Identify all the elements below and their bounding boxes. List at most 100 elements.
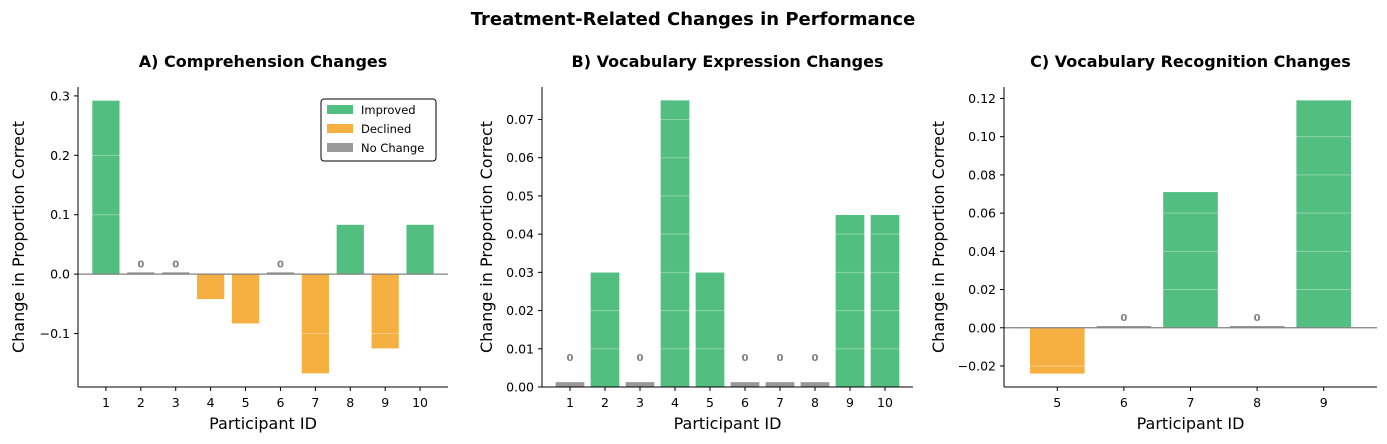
- bar-participant-2: [127, 272, 155, 275]
- bar-participant-3: [162, 272, 190, 275]
- x-tick-label: 10: [877, 395, 893, 410]
- x-axis-label: Participant ID: [674, 414, 782, 433]
- bar-participant-7: [301, 274, 329, 374]
- bar-participant-3: [625, 382, 655, 387]
- x-tick-label: 8: [1253, 395, 1261, 410]
- bar-participant-10: [870, 215, 900, 387]
- bar-participant-6: [730, 382, 760, 387]
- y-tick-label: 0.04: [968, 244, 996, 259]
- chart-panel-2: B) Vocabulary Expression Changes 0 1 2 0 3 4 5 0…: [477, 52, 913, 433]
- bar-participant-5: [695, 272, 725, 387]
- zero-change-label: 0: [812, 353, 819, 364]
- x-tick-label: 5: [1053, 395, 1061, 410]
- legend-label-no_change: No Change: [361, 141, 424, 155]
- x-tick-label: 6: [276, 395, 284, 410]
- bar-participant-2: [590, 272, 620, 387]
- x-tick-label: 6: [741, 395, 749, 410]
- y-tick-label: 0.2: [50, 148, 70, 163]
- bar-participant-4: [660, 100, 690, 387]
- x-tick-label: 10: [412, 395, 428, 410]
- y-tick-label: 0.01: [506, 341, 534, 356]
- zero-change-label: 0: [742, 353, 749, 364]
- x-tick-label: 9: [381, 395, 389, 410]
- legend-swatch-no_change: [327, 143, 353, 152]
- y-tick-label: 0.0: [50, 267, 70, 282]
- y-tick-label: 0.02: [506, 303, 534, 318]
- x-tick-label: 5: [706, 395, 714, 410]
- bar-participant-9: [835, 215, 865, 387]
- zero-change-label: 0: [1254, 313, 1261, 324]
- y-tick-label: 0.12: [968, 91, 996, 106]
- y-tick-label: 0.1: [50, 207, 70, 222]
- bar-participant-5: [231, 274, 260, 324]
- x-tick-label: 9: [1320, 395, 1328, 410]
- bar-participant-10: [406, 224, 434, 275]
- panel-title: C) Vocabulary Recognition Changes: [1030, 52, 1351, 71]
- bar-participant-7: [765, 382, 795, 387]
- zero-change-label: 0: [1120, 313, 1127, 324]
- bar-participant-7: [1163, 192, 1218, 328]
- y-tick-label: 0.00: [506, 380, 534, 395]
- x-tick-label: 7: [311, 395, 319, 410]
- x-tick-label: 6: [1120, 395, 1128, 410]
- x-tick-label: 8: [346, 395, 354, 410]
- bar-participant-8: [1229, 325, 1285, 328]
- x-tick-label: 2: [601, 395, 609, 410]
- legend-label-declined: Declined: [361, 122, 411, 136]
- panel-title: A) Comprehension Changes: [139, 52, 388, 71]
- y-tick-label: 0.03: [506, 265, 534, 280]
- bar-participant-5: [1029, 327, 1085, 374]
- x-axis-label: Participant ID: [209, 414, 317, 433]
- y-tick-label: 0.10: [968, 129, 996, 144]
- x-tick-label: 1: [566, 395, 574, 410]
- panel-title: B) Vocabulary Expression Changes: [572, 52, 884, 71]
- zero-change-label: 0: [277, 259, 284, 270]
- y-tick-label: 0.06: [506, 150, 534, 165]
- bar-participant-8: [800, 382, 830, 387]
- x-tick-label: 8: [811, 395, 819, 410]
- chart-panel-3: C) Vocabulary Recognition Changes 5 0 6 7 0 8 9…: [929, 52, 1377, 433]
- y-axis-label: Change in Proportion Correct: [9, 121, 28, 353]
- x-tick-label: 4: [671, 395, 679, 410]
- x-tick-label: 1: [102, 395, 110, 410]
- y-tick-label: −0.02: [958, 358, 996, 373]
- bar-participant-1: [92, 100, 120, 275]
- zero-change-label: 0: [137, 259, 144, 270]
- legend: Improved Declined No Change: [320, 98, 437, 162]
- bar-participant-4: [197, 274, 225, 300]
- legend-swatch-improved: [327, 105, 353, 114]
- bar-participant-6: [1096, 325, 1152, 328]
- y-tick-label: 0.02: [968, 282, 996, 297]
- x-tick-label: 7: [776, 395, 784, 410]
- y-tick-label: 0.08: [968, 167, 996, 182]
- x-tick-label: 2: [137, 395, 145, 410]
- y-tick-label: −0.1: [40, 326, 70, 341]
- y-tick-label: 0.05: [506, 188, 534, 203]
- x-tick-label: 3: [172, 395, 180, 410]
- x-tick-label: 4: [207, 395, 215, 410]
- zero-change-label: 0: [172, 259, 179, 270]
- legend-label-improved: Improved: [361, 103, 416, 117]
- bar-participant-9: [371, 274, 399, 349]
- y-tick-label: 0.06: [968, 206, 996, 221]
- bar-participant-8: [336, 224, 364, 275]
- y-axis-label: Change in Proportion Correct: [929, 121, 948, 353]
- y-tick-label: 0.3: [50, 88, 70, 103]
- figure-title: Treatment-Related Changes in Performance: [471, 9, 916, 30]
- y-tick-label: 0.04: [506, 227, 534, 242]
- zero-change-label: 0: [777, 353, 784, 364]
- bar-participant-9: [1296, 100, 1352, 328]
- bar-participant-1: [555, 382, 585, 387]
- x-tick-label: 3: [636, 395, 644, 410]
- x-tick-label: 9: [846, 395, 854, 410]
- zero-change-label: 0: [637, 353, 644, 364]
- y-tick-label: 0.07: [506, 112, 534, 127]
- legend-swatch-declined: [327, 124, 353, 133]
- bar-participant-6: [266, 272, 295, 275]
- zero-change-label: 0: [567, 353, 574, 364]
- y-tick-label: 0.00: [968, 320, 996, 335]
- y-axis-label: Change in Proportion Correct: [477, 121, 496, 353]
- x-axis-label: Participant ID: [1137, 414, 1245, 433]
